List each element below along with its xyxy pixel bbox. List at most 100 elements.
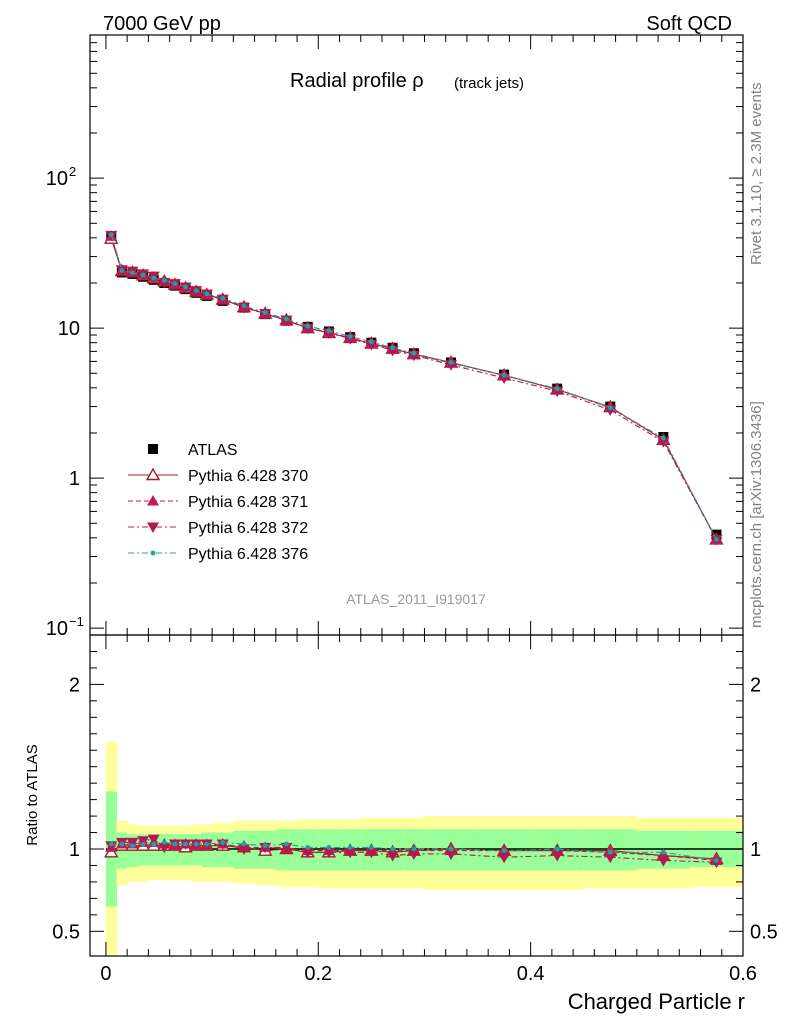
rivet-version-label: Rivet 3.1.10, ≥ 2.3M events: [748, 83, 765, 266]
data-point-p376: [390, 345, 396, 351]
x-tick-label: 0.6: [729, 963, 757, 985]
data-point-p376: [284, 316, 289, 322]
ratio-point-p372: [344, 847, 357, 859]
ratio-point-p376: [262, 843, 268, 849]
ratio-point-p372: [551, 851, 564, 862]
x-tick-label: 0.2: [304, 963, 332, 985]
data-point-p376: [368, 339, 374, 345]
data-point-p376: [262, 310, 268, 315]
ratio-point-p372: [301, 847, 314, 859]
ratio-point-p376: [501, 848, 507, 854]
data-point-p376: [411, 350, 417, 356]
ratio-point-p376: [607, 849, 613, 855]
ratio-point-p372: [158, 842, 171, 854]
data-point-p376: [448, 360, 454, 365]
ratio-point-p376: [119, 841, 125, 847]
legend-label-p372: Pythia 6.428 372: [188, 520, 308, 537]
series-p376: [108, 232, 719, 542]
data-point-p376: [204, 291, 210, 297]
data-point-p372: [365, 339, 378, 351]
y-tick-label: 1: [69, 468, 80, 490]
energy-label: 7000 GeV pp: [103, 13, 221, 35]
ratio-ylabel: Ratio to ATLAS: [24, 744, 41, 845]
data-point-p372: [322, 328, 335, 339]
ratio-point-p376: [220, 840, 226, 845]
y-tick-label: 10: [46, 618, 68, 640]
y-tick-label: 10: [58, 318, 80, 340]
ratio-point-p372: [237, 844, 250, 855]
ratio-y-tick-label-right: 0.5: [750, 921, 778, 943]
ratio-point-p376: [161, 840, 167, 845]
data-point-p376: [161, 278, 167, 283]
ratio-point-p376: [326, 844, 332, 850]
ratio-point-p376: [241, 841, 247, 847]
data-point-p372: [301, 323, 314, 335]
data-point-p376: [347, 334, 353, 339]
legend-marker-atlas: [148, 444, 158, 454]
data-point-p376: [554, 386, 560, 392]
data-point-p372: [237, 303, 250, 314]
data-point-p376: [193, 288, 199, 293]
data-point-p376: [140, 272, 146, 278]
ratio-point-p372: [280, 842, 293, 854]
ratio-point-p376: [140, 841, 146, 847]
y-tick-exponent: 2: [69, 164, 76, 179]
ratio-point-p376: [172, 841, 178, 847]
ratio-y-tick-label-right: 1: [750, 839, 761, 861]
ratio-point-p372: [147, 834, 160, 846]
ratio-point-p372: [386, 851, 399, 862]
main-plot: Radial profile ρ (track jets) ATLAS_2011…: [290, 70, 524, 607]
ratio-point-p376: [183, 841, 188, 847]
ratio-series-p376: [108, 840, 719, 863]
data-point-p372: [344, 334, 357, 345]
ratio-point-p372: [498, 852, 511, 864]
legend-marker-p370: [145, 467, 161, 481]
analysis-watermark: ATLAS_2011_I919017: [346, 591, 486, 607]
ratio-point-p376: [368, 844, 374, 850]
data-point-p376: [660, 435, 666, 441]
main-plot-frame: [89, 34, 744, 636]
ratio-y-tick-label: 0.5: [52, 921, 80, 943]
data-point-p372: [657, 437, 670, 448]
ratio-point-p372: [407, 849, 420, 860]
legend-marker-p376: [150, 550, 156, 556]
legend-marker-p371: [147, 495, 159, 506]
data-point-p372: [407, 350, 420, 362]
ratio-point-p376: [108, 841, 114, 847]
legend-label-p370: Pythia 6.428 370: [188, 468, 308, 485]
data-point-p376: [326, 328, 332, 334]
plot-title-suffix: (track jets): [454, 75, 524, 92]
ratio-point-p376: [305, 844, 311, 850]
data-point-p372: [158, 277, 171, 289]
ratio-plot-frame: [89, 634, 744, 957]
ratio-point-p372: [137, 836, 150, 847]
ratio-point-p376: [151, 841, 157, 847]
ratio-point-p376: [130, 843, 135, 849]
data-point-p376: [607, 405, 613, 411]
data-point-p376: [220, 295, 226, 301]
ratio-point-p376: [204, 841, 210, 847]
ratio-point-p376: [411, 846, 417, 852]
data-point-p376: [119, 268, 125, 273]
data-point-p376: [151, 275, 157, 281]
ratio-point-p372: [126, 837, 139, 849]
data-point-p376: [108, 232, 114, 238]
ratio-point-p376: [714, 858, 719, 863]
x-tick-label: 0: [100, 963, 111, 985]
ratio-point-p376: [347, 844, 353, 850]
y-tick-exponent: −1: [69, 614, 84, 629]
x-axis-label: Charged Particle r: [568, 989, 745, 1014]
data-point-p376: [183, 284, 188, 290]
data-point-p376: [130, 270, 135, 276]
ratio-point-p372: [657, 856, 670, 867]
category-label: Soft QCD: [646, 13, 732, 35]
y-tick-label: 10: [46, 168, 68, 190]
legend-label-atlas: ATLAS: [188, 442, 238, 459]
data-point-p376: [241, 303, 247, 309]
data-point-p376: [714, 537, 719, 542]
ratio-y-tick-label: 2: [69, 674, 80, 696]
ratio-point-p372: [445, 849, 458, 860]
ratio-point-p376: [390, 846, 396, 852]
